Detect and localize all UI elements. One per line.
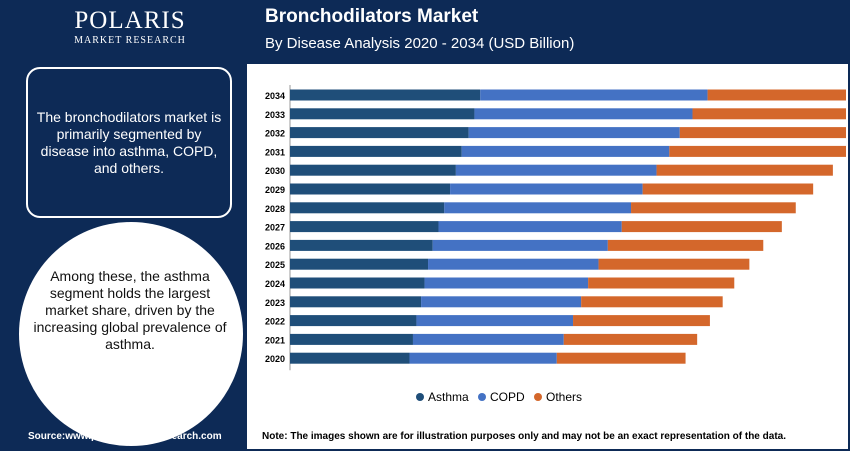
- bar-copd-2026: [432, 239, 608, 251]
- bar-copd-2021: [412, 333, 564, 345]
- bar-others-2021: [563, 333, 698, 345]
- legend-marker-asthma: [416, 393, 424, 401]
- bar-copd-2024: [424, 277, 589, 289]
- y-tick-label: 2029: [265, 185, 285, 195]
- bar-copd-2031: [461, 145, 670, 157]
- chart-subtitle: By Disease Analysis 2020 - 2034 (USD Bil…: [265, 35, 575, 52]
- bar-asthma-2034: [290, 89, 481, 101]
- bar-copd-2034: [480, 89, 708, 101]
- bar-others-2032: [679, 127, 846, 139]
- bar-asthma-2033: [290, 108, 475, 120]
- bar-copd-2028: [444, 202, 632, 214]
- bar-copd-2023: [421, 296, 582, 308]
- y-tick-label: 2028: [265, 204, 285, 214]
- bar-others-2026: [607, 239, 764, 251]
- y-tick-label: 2034: [265, 91, 285, 101]
- bar-asthma-2028: [290, 202, 445, 214]
- bar-asthma-2020: [290, 352, 410, 364]
- bar-asthma-2022: [290, 315, 417, 327]
- legend-label-others: Others: [546, 390, 582, 404]
- y-tick-label: 2026: [265, 241, 285, 251]
- bar-others-2025: [598, 258, 750, 270]
- bar-asthma-2025: [290, 258, 429, 270]
- legend-marker-others: [534, 393, 542, 401]
- bar-others-2034: [707, 89, 846, 101]
- bar-asthma-2026: [290, 239, 433, 251]
- bar-copd-2027: [438, 221, 622, 233]
- brand-name: POLARIS: [74, 7, 186, 34]
- source-text: Source:www.polarismarketresearch.com: [28, 431, 222, 442]
- bar-asthma-2029: [290, 183, 451, 195]
- legend-label-asthma: Asthma: [428, 390, 469, 404]
- legend-label-copd: COPD: [490, 390, 525, 404]
- bar-asthma-2024: [290, 277, 425, 289]
- y-tick-label: 2022: [265, 317, 285, 327]
- y-tick-label: 2033: [265, 110, 285, 120]
- highlight-circle: [19, 222, 243, 446]
- brand-tagline: MARKET RESEARCH: [74, 35, 186, 46]
- bar-copd-2025: [428, 258, 599, 270]
- bar-others-2024: [588, 277, 735, 289]
- bar-others-2023: [581, 296, 723, 308]
- chart-title: Bronchodilators Market: [265, 6, 479, 27]
- y-tick-label: 2027: [265, 223, 285, 233]
- bar-copd-2032: [468, 127, 680, 139]
- legend-marker-copd: [478, 393, 486, 401]
- bar-asthma-2030: [290, 164, 456, 176]
- summary-box: The bronchodilators market is primarily …: [26, 67, 232, 218]
- bar-copd-2030: [455, 164, 657, 176]
- highlight-circle-text: Among these, the asthma segment holds th…: [33, 268, 227, 352]
- y-tick-label: 2020: [265, 354, 285, 364]
- bar-copd-2033: [474, 108, 693, 120]
- summary-box-text: The bronchodilators market is primarily …: [36, 108, 222, 176]
- y-tick-label: 2031: [265, 147, 285, 157]
- bar-others-2029: [642, 183, 814, 195]
- y-tick-label: 2023: [265, 298, 285, 308]
- brand-logo: POLARIS MARKET RESEARCH: [70, 7, 190, 47]
- bar-others-2020: [556, 352, 686, 364]
- bar-asthma-2027: [290, 221, 439, 233]
- bar-asthma-2032: [290, 127, 469, 139]
- y-tick-label: 2032: [265, 129, 285, 139]
- bar-copd-2022: [416, 315, 574, 327]
- bar-others-2033: [692, 108, 846, 120]
- note-text: Note: The images shown are for illustrat…: [262, 431, 786, 442]
- bar-copd-2020: [409, 352, 557, 364]
- y-tick-label: 2024: [265, 279, 285, 289]
- bar-others-2022: [573, 315, 710, 327]
- bar-chart: 2034 2033 2032 2031 2030 2029 2028 2027 2026 2025…: [265, 85, 846, 404]
- bar-copd-2029: [450, 183, 643, 195]
- bar-others-2031: [669, 145, 846, 157]
- bar-asthma-2031: [290, 145, 462, 157]
- bar-asthma-2021: [290, 333, 413, 345]
- y-tick-label: 2021: [265, 335, 285, 345]
- bar-asthma-2023: [290, 296, 422, 308]
- bar-others-2030: [656, 164, 833, 176]
- bar-others-2027: [621, 221, 782, 233]
- y-tick-label: 2025: [265, 260, 285, 270]
- bar-others-2028: [631, 202, 796, 214]
- y-tick-label: 2030: [265, 166, 285, 176]
